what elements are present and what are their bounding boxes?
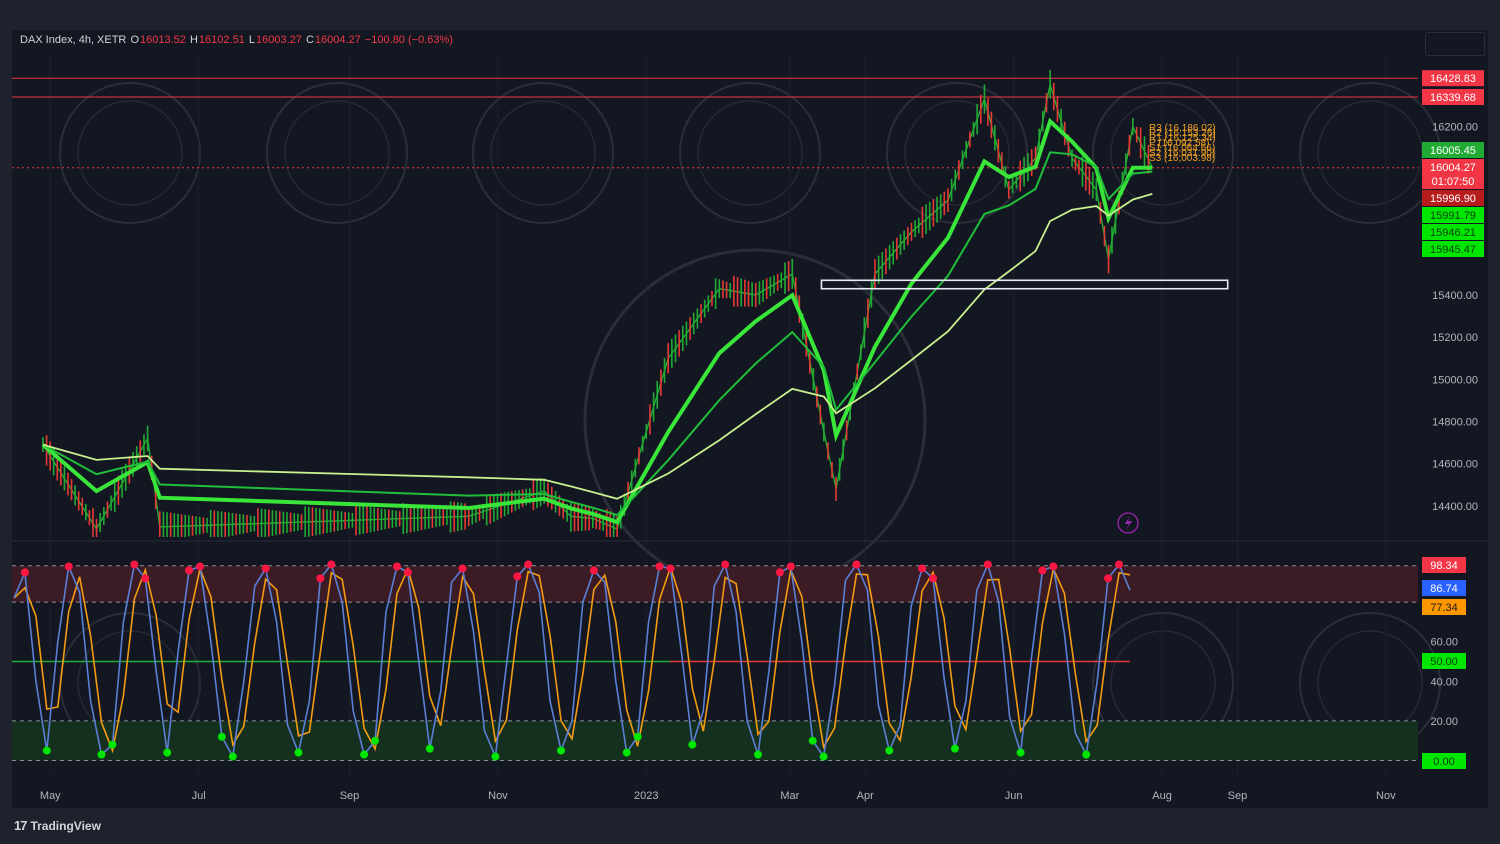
chart-area[interactable] [12, 30, 1488, 808]
symbol-title: DAX Index, 4h, XETR [20, 34, 127, 46]
open-value: 16013.52 [140, 34, 186, 46]
high-value: 16102.51 [198, 34, 245, 46]
tradingview-icon: 17 [14, 818, 28, 833]
tradingview-logo[interactable]: 17 TradingView [14, 818, 101, 833]
close-value: 16004.27 [314, 34, 361, 46]
symbol-legend: DAX Index, 4h, XETR O16013.52 H16102.51 … [20, 34, 453, 46]
change-value: −100.80 (−0.63%) [364, 34, 453, 46]
low-value: 16003.27 [256, 34, 302, 46]
chart-corner-button[interactable] [1425, 32, 1485, 56]
brand-label: TradingView [30, 818, 101, 833]
